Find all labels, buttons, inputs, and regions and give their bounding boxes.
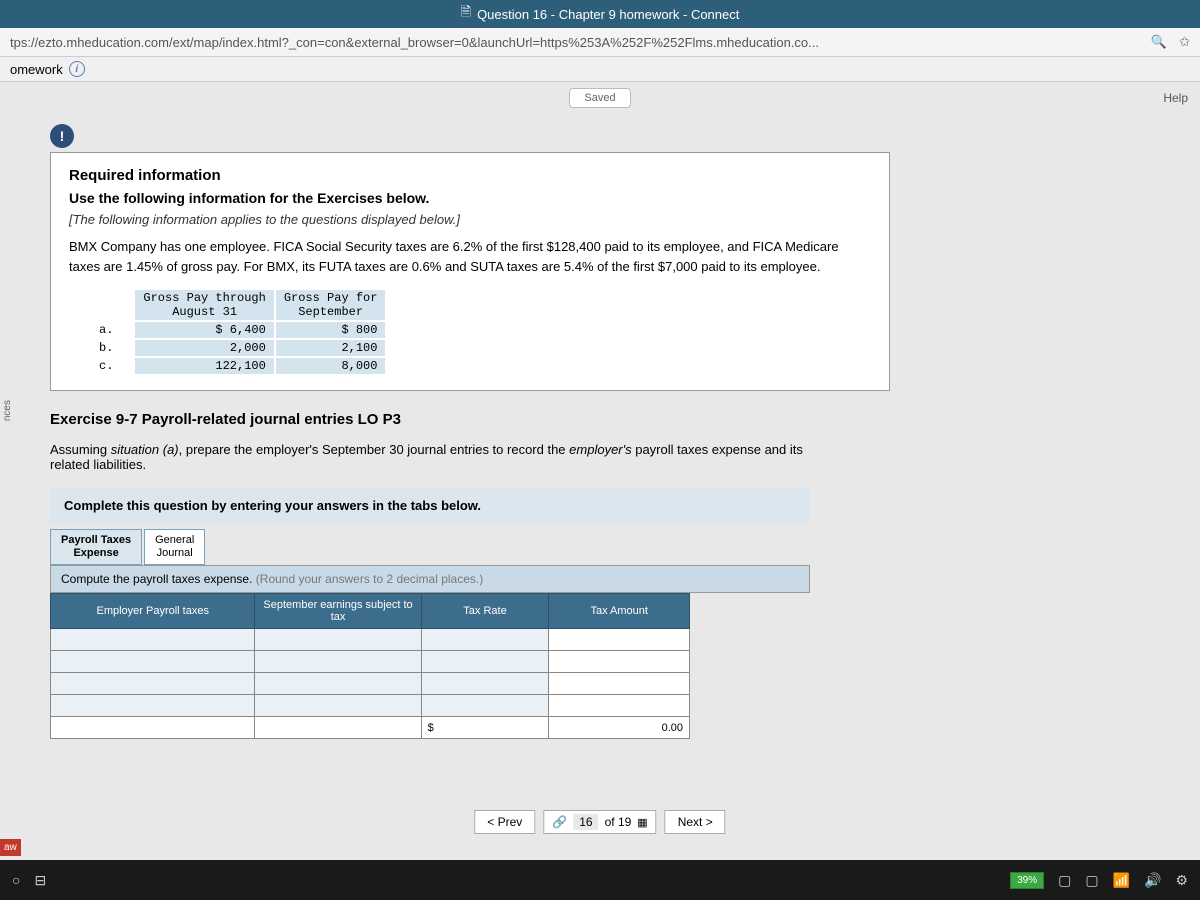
compute-instruction: Compute the payroll taxes expense. (Roun… <box>50 565 810 593</box>
required-info-box: Required information Use the following i… <box>50 152 890 391</box>
tab-general-journal[interactable]: GeneralJournal <box>144 529 205 565</box>
saved-badge: Saved <box>569 88 630 108</box>
input-cell[interactable] <box>255 651 421 673</box>
gross-pay-table: Gross Pay throughAugust 31 Gross Pay for… <box>89 288 387 376</box>
page-of: of 19 <box>605 815 632 829</box>
col-amount: Tax Amount <box>549 594 690 629</box>
url-text: tps://ezto.mheducation.com/ext/map/index… <box>10 35 1151 50</box>
info-icon[interactable]: i <box>69 61 85 77</box>
calc-cell <box>549 695 690 717</box>
input-cell[interactable] <box>255 629 421 651</box>
col-employer: Employer Payroll taxes <box>51 594 255 629</box>
input-cell[interactable] <box>255 695 421 717</box>
favorite-icon[interactable]: ✩ <box>1179 34 1190 50</box>
tab-label: omework <box>10 62 63 77</box>
homework-tab-row: omework i <box>0 57 1200 82</box>
info-heading: Required information <box>69 167 871 184</box>
input-cell[interactable] <box>51 629 255 651</box>
page-indicator: 🔗 16 of 19 ▦ <box>543 810 656 834</box>
volume-icon[interactable]: 🔊 <box>1144 872 1161 889</box>
input-cell[interactable] <box>51 695 255 717</box>
input-cell[interactable] <box>421 651 549 673</box>
pagination-row: < Prev 🔗 16 of 19 ▦ Next > <box>474 802 725 842</box>
calc-cell <box>549 673 690 695</box>
battery-indicator[interactable]: 39% <box>1010 872 1044 889</box>
tray-icon[interactable]: ▢ <box>1058 872 1071 889</box>
cortana-icon[interactable]: ○ <box>12 872 20 888</box>
instruction-box: Complete this question by entering your … <box>50 488 810 523</box>
left-side-tabs: nces <box>0 114 40 848</box>
calc-cell <box>549 651 690 673</box>
total-symbol: $ <box>421 717 549 739</box>
aw-tab[interactable]: aw <box>0 839 21 856</box>
table-row: b. 2,000 2,100 <box>91 340 385 356</box>
windows-taskbar: ○ ⊟ 39% ▢ ▢ 📶 🔊 ⚙ <box>0 860 1200 900</box>
input-cell[interactable] <box>51 673 255 695</box>
input-cell[interactable] <box>421 629 549 651</box>
tray-icon[interactable]: ▢ <box>1085 872 1098 889</box>
document-icon: 🗎 <box>461 3 471 25</box>
calc-cell <box>549 629 690 651</box>
next-button[interactable]: Next > <box>665 810 726 834</box>
col-rate: Tax Rate <box>421 594 549 629</box>
browser-title-bar: 🗎 Question 16 - Chapter 9 homework - Con… <box>0 0 1200 28</box>
input-cell[interactable] <box>421 673 549 695</box>
grid-icon[interactable]: ▦ <box>637 816 647 829</box>
input-cell[interactable] <box>421 695 549 717</box>
status-row: Saved Help <box>0 82 1200 114</box>
input-cell[interactable] <box>51 651 255 673</box>
payroll-grid: Employer Payroll taxes September earning… <box>50 593 690 739</box>
table-row: c. 122,100 8,000 <box>91 358 385 374</box>
page-title: Question 16 - Chapter 9 homework - Conne… <box>477 7 739 22</box>
page-number: 16 <box>573 814 598 830</box>
main-content: nces ! Required information Use the foll… <box>0 114 1200 848</box>
zoom-icon[interactable]: 🔍 <box>1151 34 1167 50</box>
table-row: a. $ 6,400 $ 800 <box>91 322 385 338</box>
col-earnings: September earnings subject to tax <box>255 594 421 629</box>
wifi-icon[interactable]: 📶 <box>1113 872 1130 889</box>
input-cell[interactable] <box>255 673 421 695</box>
answer-tabs: Payroll TaxesExpense GeneralJournal <box>50 529 1170 565</box>
references-tab[interactable]: nces <box>0 394 40 427</box>
info-italic: [The following information applies to th… <box>69 212 871 227</box>
info-body: BMX Company has one employee. FICA Socia… <box>69 237 871 276</box>
link-icon: 🔗 <box>552 815 567 829</box>
tray-icon[interactable]: ⚙ <box>1175 872 1188 889</box>
info-subheading: Use the following information for the Ex… <box>69 190 871 206</box>
address-bar[interactable]: tps://ezto.mheducation.com/ext/map/index… <box>0 28 1200 57</box>
alert-icon[interactable]: ! <box>50 124 74 148</box>
exercise-title: Exercise 9-7 Payroll-related journal ent… <box>50 411 1170 428</box>
tab-payroll-taxes[interactable]: Payroll TaxesExpense <box>50 529 142 565</box>
exercise-body: Assuming situation (a), prepare the empl… <box>50 442 810 472</box>
help-link[interactable]: Help <box>1163 91 1188 105</box>
total-value: 0.00 <box>549 717 690 739</box>
taskview-icon[interactable]: ⊟ <box>34 872 46 889</box>
prev-button[interactable]: < Prev <box>474 810 535 834</box>
